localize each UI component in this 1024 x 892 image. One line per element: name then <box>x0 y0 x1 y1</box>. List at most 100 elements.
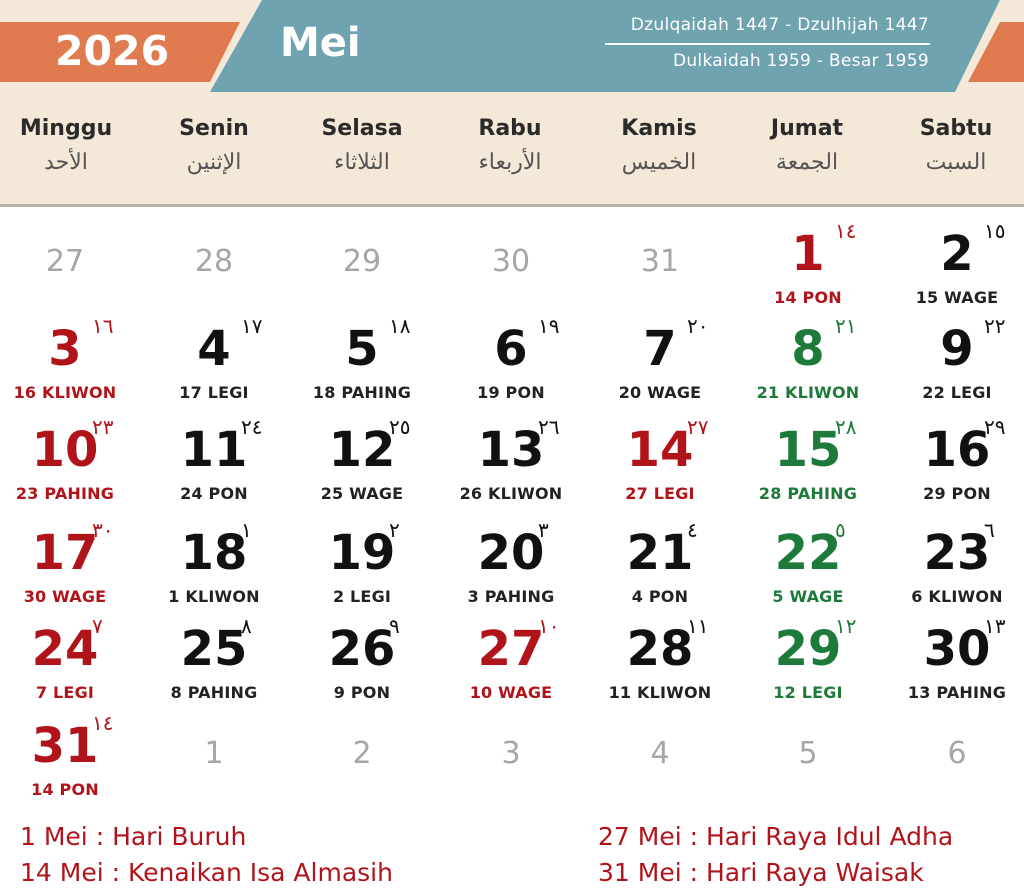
weekday-arabic-name: الخميس <box>621 150 697 175</box>
day-number: 21 <box>626 525 694 581</box>
weekday-name: Senin <box>179 116 249 141</box>
day-cell: 5 ١٨ 18 PAHING <box>297 310 445 410</box>
pasaran-label: 2 LEGI <box>332 587 392 606</box>
day-cell-outside-month: 31 <box>595 215 743 315</box>
day-number: 8 <box>791 321 825 377</box>
day-cell: 12 ٢٥ 25 WAGE <box>297 411 445 511</box>
day-number: 28 <box>626 621 694 677</box>
day-cell-outside-month: 3 <box>446 707 594 807</box>
pasaran-label: 20 WAGE <box>618 383 702 402</box>
weekday-arabic-name: السبت <box>925 150 987 175</box>
hijri-day: ١ <box>241 518 252 542</box>
day-number: 23 <box>923 525 991 581</box>
hijri-day: ١٠ <box>538 614 560 638</box>
day-cell: 10 ٢٣ 23 PAHING <box>0 411 148 511</box>
pasaran-label: 19 PON <box>477 383 545 402</box>
day-number: 3 <box>48 321 82 377</box>
day-number: 1 <box>204 736 224 771</box>
day-number: 22 <box>774 525 842 581</box>
hijri-day: ٥ <box>835 518 846 542</box>
day-cell: 9 ٢٢ 22 LEGI <box>892 310 1024 410</box>
hijri-month-range: Dzulqaidah 1447 - Dzulhijah 1447 <box>630 15 929 35</box>
weekday-senin: Senin الإثنين <box>140 92 288 204</box>
day-cell: 11 ٢٤ 24 PON <box>149 411 297 511</box>
day-cell: 20 ٣ 3 PAHING <box>446 514 594 614</box>
hijri-day: ٣٠ <box>92 518 114 542</box>
day-number: 7 <box>643 321 677 377</box>
weekday-arabic-name: الإثنين <box>186 150 242 175</box>
day-cell-outside-month: 2 <box>297 707 445 807</box>
weekday-header-row: Minggu الأحد Senin الإثنين Selasa الثلاثاء Rab… <box>0 92 1024 204</box>
day-number: 6 <box>947 736 967 771</box>
day-number: 13 <box>477 422 545 478</box>
hijri-day: ٦ <box>984 518 995 542</box>
weekday-name: Minggu <box>19 116 113 141</box>
pasaran-label: 4 PON <box>631 587 689 606</box>
day-cell: 17 ٣٠ 30 WAGE <box>0 514 148 614</box>
weekday-jumat: Jumat الجمعة <box>733 92 881 204</box>
day-cell: 27 ١٠ 10 WAGE <box>446 610 594 710</box>
day-number: 26 <box>328 621 396 677</box>
pasaran-label: 24 PON <box>180 484 248 503</box>
day-number: 19 <box>328 525 396 581</box>
day-number: 11 <box>180 422 248 478</box>
hijri-day: ١٤ <box>92 711 114 735</box>
hijri-day: ٢٨ <box>835 415 857 439</box>
weekday-rabu: Rabu الأربعاء <box>436 92 584 204</box>
weekday-arabic-name: الثلاثاء <box>334 150 390 175</box>
day-number: 12 <box>328 422 396 478</box>
hijri-day: ١١ <box>687 614 709 638</box>
day-cell: 31 ١٤ 14 PON <box>0 707 148 807</box>
day-number: 14 <box>626 422 694 478</box>
calendar-header: 2026 Mei Dzulqaidah 1447 - Dzulhijah 144… <box>0 0 1024 92</box>
pasaran-label: 14 PON <box>774 288 842 307</box>
hijri-day: ٢٧ <box>687 415 709 439</box>
pasaran-label: 7 LEGI <box>35 683 95 702</box>
day-cell-outside-month: 29 <box>297 215 445 315</box>
pasaran-label: 25 WAGE <box>320 484 404 503</box>
pasaran-label: 8 PAHING <box>170 683 258 702</box>
weekday-minggu: Minggu الأحد <box>0 92 140 204</box>
day-cell-outside-month: 30 <box>446 215 594 315</box>
day-cell: 15 ٢٨ 28 PAHING <box>743 411 891 511</box>
hijri-day: ٢٢ <box>984 314 1006 338</box>
hijri-day: ١٣ <box>984 614 1006 638</box>
weekday-divider <box>0 204 1024 207</box>
day-cell: 4 ١٧ 17 LEGI <box>149 310 297 410</box>
day-cell: 30 ١٣ 13 PAHING <box>892 610 1024 710</box>
header-divider <box>605 43 930 45</box>
holiday-note: 31 Mei : Hari Raya Waisak <box>598 858 924 887</box>
hijri-day: ٢٠ <box>687 314 709 338</box>
weekday-name: Jumat <box>770 116 844 141</box>
day-cell-outside-month: 28 <box>149 215 297 315</box>
day-number: 18 <box>180 525 248 581</box>
day-cell-outside-month: 6 <box>892 707 1024 807</box>
weekday-sabtu: Sabtu السبت <box>882 92 1024 204</box>
day-number: 15 <box>774 422 842 478</box>
day-cell-outside-month: 27 <box>0 215 148 315</box>
hijri-day: ٢٤ <box>241 415 263 439</box>
pasaran-label: 22 LEGI <box>922 383 992 402</box>
day-cell: 3 ١٦ 16 KLIWON <box>0 310 148 410</box>
hijri-day: ١٧ <box>241 314 263 338</box>
day-number: 29 <box>774 621 842 677</box>
day-number: 1 <box>791 226 825 282</box>
day-cell: 16 ٢٩ 29 PON <box>892 411 1024 511</box>
pasaran-label: 18 PAHING <box>312 383 412 402</box>
pasaran-label: 26 KLIWON <box>459 484 563 503</box>
hijri-day: ٢٩ <box>984 415 1006 439</box>
day-cell: 18 ١ 1 KLIWON <box>149 514 297 614</box>
day-cell: 1 ١٤ 14 PON <box>743 215 891 315</box>
day-cell: 6 ١٩ 19 PON <box>446 310 594 410</box>
pasaran-label: 3 PAHING <box>467 587 555 606</box>
pasaran-label: 27 LEGI <box>625 484 695 503</box>
holiday-note: 27 Mei : Hari Raya Idul Adha <box>598 822 954 851</box>
holiday-note: 1 Mei : Hari Buruh <box>20 822 247 851</box>
pasaran-label: 17 LEGI <box>179 383 249 402</box>
hijri-day: ٢٦ <box>538 415 560 439</box>
holiday-note: 14 Mei : Kenaikan Isa Almasih <box>20 858 393 887</box>
weekday-arabic-name: الأحد <box>44 150 88 175</box>
day-number: 5 <box>798 736 818 771</box>
weekday-kamis: Kamis الخميس <box>585 92 733 204</box>
hijri-day: ٢١ <box>835 314 857 338</box>
